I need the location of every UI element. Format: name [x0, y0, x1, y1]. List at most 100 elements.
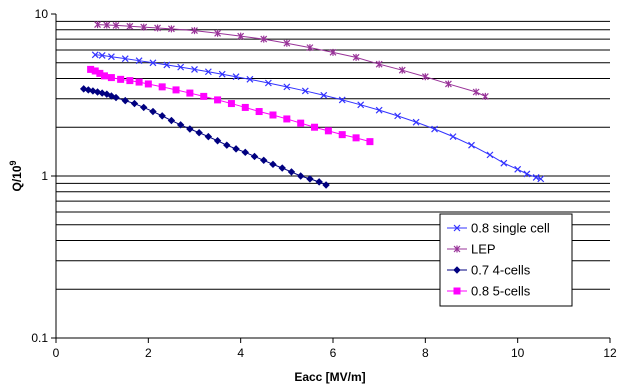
data-point [94, 21, 101, 29]
data-point [204, 68, 212, 76]
data-point [366, 138, 374, 146]
data-point [352, 53, 360, 61]
data-point [107, 53, 115, 61]
data-point [98, 89, 106, 97]
data-point [500, 159, 508, 167]
data-point [195, 129, 203, 137]
legend-item: 0.8 single cell [447, 221, 550, 236]
data-point [176, 121, 185, 129]
legend-item: LEP [447, 242, 496, 257]
x-axis-title: Eacc [MV/m] [294, 370, 365, 384]
legend-label: LEP [471, 242, 496, 257]
data-point [112, 21, 120, 29]
y-tick-label: 1 [41, 169, 48, 183]
data-point [163, 61, 171, 69]
y-axis-title-exponent: 9 [8, 160, 18, 165]
data-point [218, 70, 226, 78]
data-point [167, 116, 176, 125]
data-point [283, 83, 291, 91]
data-point [144, 80, 152, 88]
legend: 0.8 single cell LEP 0.7 4-cells 0.8 5-cells [439, 213, 573, 307]
data-point [121, 55, 129, 63]
data-point [232, 73, 240, 81]
data-point [140, 103, 148, 112]
data-point [255, 108, 263, 116]
y-tick-labels: 0.1 1 10 [31, 7, 48, 345]
legend-swatch-marker [453, 266, 461, 274]
data-point [126, 77, 134, 85]
legend-swatch-marker [453, 287, 461, 295]
data-point [398, 66, 406, 74]
x-tick-label: 8 [422, 346, 429, 360]
legend-label: 0.8 5-cells [471, 284, 531, 299]
series-layer [79, 21, 545, 189]
data-point [468, 141, 475, 149]
series-3 [79, 85, 330, 189]
data-point [357, 101, 365, 109]
data-point [158, 112, 166, 120]
data-point [100, 72, 108, 80]
data-point [260, 156, 268, 165]
data-point [537, 175, 545, 183]
data-point [352, 134, 360, 142]
data-point [338, 131, 346, 139]
data-point [135, 57, 143, 65]
data-point [301, 87, 309, 95]
data-point [107, 74, 115, 82]
legend-swatch-marker [453, 224, 461, 232]
data-point [237, 32, 245, 40]
data-point [135, 78, 143, 86]
data-point [112, 93, 120, 102]
data-point [306, 175, 314, 183]
data-point [241, 148, 249, 157]
legend-item: 0.8 5-cells [447, 284, 531, 299]
data-point [278, 164, 286, 172]
data-point [214, 96, 222, 104]
data-point [481, 92, 489, 100]
data-point [149, 107, 157, 116]
data-point [260, 35, 268, 43]
data-point [322, 181, 330, 189]
data-point [421, 73, 429, 81]
data-point [324, 127, 332, 135]
data-point [154, 24, 161, 32]
data-point [186, 89, 194, 97]
legend-label: 0.8 single cell [471, 221, 550, 236]
data-point [306, 44, 314, 52]
data-point [329, 48, 337, 56]
data-point [241, 103, 249, 111]
data-point [167, 25, 175, 33]
data-point [200, 92, 208, 100]
series-4 [87, 65, 374, 146]
x-tick-label: 2 [145, 346, 152, 360]
data-point [311, 123, 319, 131]
data-point [172, 86, 180, 94]
y-axis-title: Q/109 [8, 160, 24, 191]
data-point [84, 86, 93, 94]
x-tick-label: 10 [511, 346, 525, 360]
x-tick-labels: 0 2 4 6 8 10 12 [53, 346, 617, 360]
data-point [338, 96, 346, 104]
data-point [246, 75, 254, 83]
data-point [121, 96, 129, 105]
data-point [472, 88, 480, 96]
data-point [232, 145, 240, 153]
x-tick-label: 6 [330, 346, 337, 360]
data-point [130, 99, 139, 108]
data-point [523, 170, 531, 178]
data-point [177, 63, 185, 71]
data-point [214, 29, 222, 37]
y-tick-label: 0.1 [31, 331, 48, 345]
data-point [186, 125, 194, 133]
data-point [269, 111, 277, 119]
data-point [449, 133, 457, 141]
data-point [149, 59, 157, 67]
x-tick-label: 4 [237, 346, 244, 360]
data-point [204, 132, 213, 141]
data-point [250, 152, 259, 161]
data-point [283, 39, 291, 47]
data-point [394, 112, 402, 120]
data-point [532, 173, 540, 181]
